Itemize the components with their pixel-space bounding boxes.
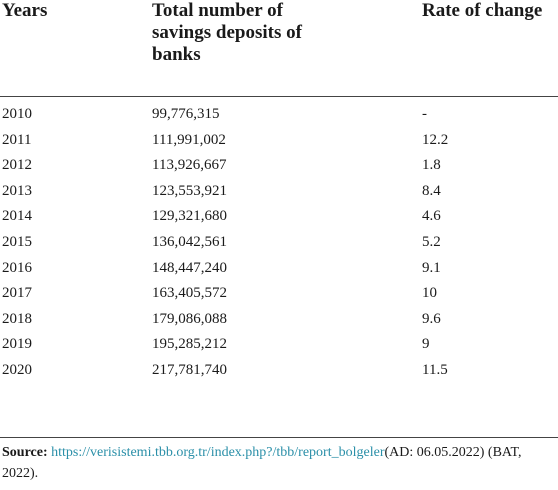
header-total-savings: Total number of savings deposits of bank… (152, 0, 352, 66)
total-cell: 99,776,315 (152, 106, 220, 122)
year-cell: 2017 (2, 285, 32, 302)
table-row: 2013 123,553,921 8.4 (0, 181, 558, 207)
header-total-line1: Total number of (152, 0, 283, 21)
rate-cell: 12.2 (422, 131, 449, 148)
rate-cell: 9.6 (422, 310, 441, 327)
year-cell: 2010 (2, 106, 32, 122)
table-row: 2011 111,991,002 12.2 (0, 130, 558, 156)
source-note: Source: https://verisistemi.tbb.org.tr/i… (2, 442, 554, 484)
rate-cell: 9.1 (422, 259, 441, 276)
year-cell: 2011 (2, 131, 32, 148)
rate-cell: 8.4 (422, 182, 441, 199)
year-cell: 2012 (2, 157, 32, 174)
total-cell: 111,991,002 (152, 131, 226, 148)
year-cell: 2013 (2, 182, 32, 199)
rate-cell: 10 (422, 285, 437, 302)
year-cell: 2020 (2, 361, 32, 378)
table-body: 2010 99,776,315 - 2011 111,991,002 12.2 … (0, 104, 558, 386)
header-total-line2: savings deposits of (152, 22, 302, 43)
table-row: 2015 136,042,561 5.2 (0, 232, 558, 258)
rate-cell: 9 (422, 336, 430, 353)
year-cell: 2019 (2, 336, 32, 353)
source-suffix: (AD: 06.05.2022) (BAT, 2022). (2, 445, 522, 481)
total-cell: 113,926,667 (152, 157, 227, 174)
table-row: 2012 113,926,667 1.8 (0, 155, 558, 181)
rate-cell: 4.6 (422, 208, 441, 225)
total-cell: 195,285,212 (152, 336, 227, 353)
year-cell: 2018 (2, 310, 32, 327)
total-cell: 179,086,088 (152, 310, 227, 327)
total-cell: 148,447,240 (152, 259, 227, 276)
table-row: 2020 217,781,740 11.5 (0, 360, 558, 386)
rate-cell: 5.2 (422, 233, 441, 250)
header-total-line3: banks (152, 44, 201, 65)
year-cell: 2014 (2, 208, 32, 225)
year-cell: 2015 (2, 233, 32, 250)
table-row: 2014 129,321,680 4.6 (0, 206, 558, 232)
header-years: Years (2, 0, 48, 21)
source-link[interactable]: https://verisistemi.tbb.org.tr/index.php… (51, 445, 385, 460)
table-row: 2010 99,776,315 - (0, 104, 558, 130)
footer-divider (0, 437, 558, 438)
year-cell: 2016 (2, 259, 32, 276)
table-row: 2018 179,086,088 9.6 (0, 309, 558, 335)
table-row: 2019 195,285,212 9 (0, 334, 558, 360)
table-header-row: Years Total number of savings deposits o… (0, 0, 558, 96)
total-cell: 163,405,572 (152, 285, 227, 302)
table-row: 2016 148,447,240 9.1 (0, 258, 558, 284)
header-divider (0, 96, 558, 97)
total-cell: 129,321,680 (152, 208, 227, 225)
rate-cell: 11.5 (422, 361, 448, 378)
table-row: 2017 163,405,572 10 (0, 283, 558, 309)
total-cell: 123,553,921 (152, 182, 227, 199)
total-cell: 217,781,740 (152, 361, 227, 378)
total-cell: 136,042,561 (152, 233, 227, 250)
header-rate-of-change: Rate of change (422, 0, 543, 21)
source-label: Source: (2, 445, 52, 460)
rate-cell: - (422, 106, 427, 122)
rate-cell: 1.8 (422, 157, 441, 174)
